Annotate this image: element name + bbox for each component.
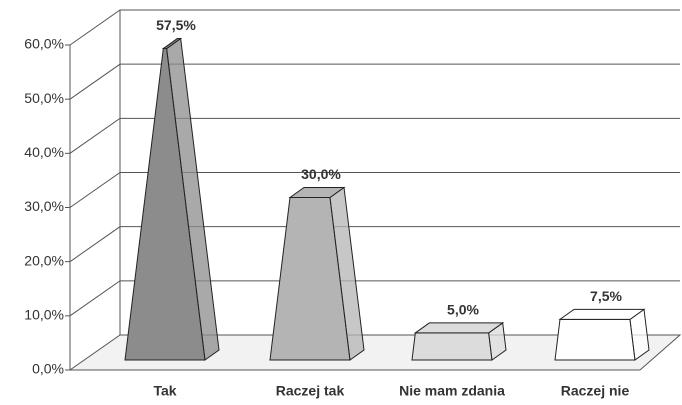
y-tick-label: 30,0% (24, 198, 64, 214)
bar (269, 186, 365, 361)
x-tick-label: Tak (153, 383, 176, 399)
bar-top (558, 308, 646, 320)
bar-top (288, 187, 346, 198)
bar-front (554, 318, 636, 361)
bar (411, 322, 507, 361)
y-tick-label: 40,0% (24, 144, 64, 160)
floor (68, 334, 682, 371)
y-tick-label: 20,0% (24, 252, 64, 268)
x-tick-label: Nie mam zdania (399, 383, 505, 399)
grid-line (69, 63, 680, 100)
y-tick-label: 0,0% (32, 361, 64, 377)
bar-top (413, 322, 505, 334)
bar-front (411, 332, 493, 361)
y-tick-label: 60,0% (24, 36, 64, 52)
value-label: 5,0% (447, 302, 479, 318)
grid-line (69, 226, 680, 263)
bar-top (161, 38, 183, 50)
value-label: 30,0% (301, 166, 341, 182)
bar (124, 37, 220, 361)
bar (554, 308, 650, 361)
grid-line (69, 172, 680, 208)
value-label: 57,5% (156, 17, 196, 33)
x-tick-label: Raczej tak (276, 383, 345, 399)
value-label: 7,5% (590, 288, 622, 304)
y-tick-label: 50,0% (24, 90, 64, 106)
grid-line (69, 117, 680, 154)
y-tick-label: 10,0% (24, 307, 64, 323)
grid-line (69, 9, 680, 46)
grid-line (69, 280, 680, 317)
x-tick-label: Raczej nie (561, 383, 630, 399)
